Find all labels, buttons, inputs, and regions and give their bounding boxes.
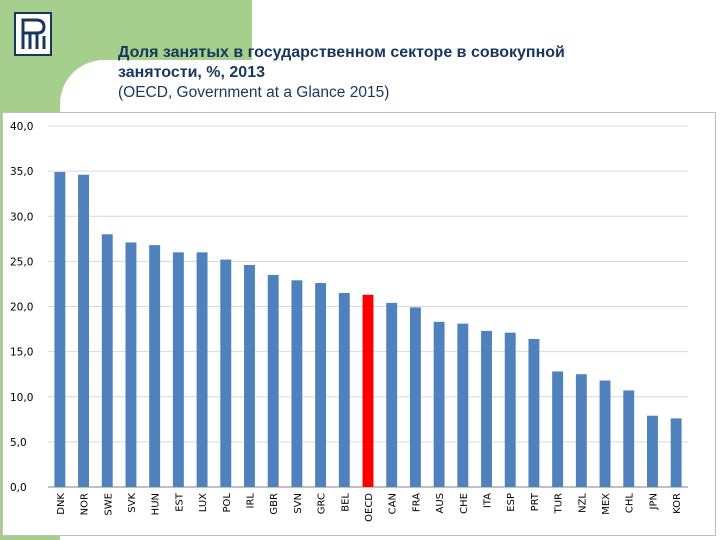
chart-frame [2, 112, 716, 536]
title-source: (OECD, Government at a Glance 2015) [118, 84, 390, 101]
y-tick-label: 20,0 [10, 302, 33, 314]
bar-hun [149, 245, 161, 487]
slide-title: Доля занятых в государственном секторе в… [118, 43, 708, 103]
bar-grc [315, 283, 327, 487]
bar-bel [338, 292, 350, 487]
y-tick-label: 10,0 [10, 392, 33, 404]
x-tick-label: CHE [459, 493, 470, 514]
x-tick-label: DNK [56, 493, 67, 515]
bar-svn [291, 280, 303, 487]
x-tick-label: GRC [317, 493, 328, 514]
x-tick-label: LUX [198, 493, 209, 512]
bars [54, 172, 682, 488]
y-axis-ticks: 0,0 5,0 10,0 15,0 20,0 25,0 30,0 35,0 40,0 [10, 121, 33, 494]
x-tick-label: SVN [293, 493, 304, 514]
bar-can [386, 302, 398, 487]
bar-fra [409, 307, 421, 487]
bar-aus [433, 321, 445, 487]
bar-swe [101, 234, 113, 487]
x-tick-label: NZL [577, 493, 588, 513]
bar-svk [125, 242, 137, 487]
bar-che [457, 323, 469, 487]
y-tick-label: 5,0 [10, 437, 27, 449]
bar-dnk [54, 172, 66, 487]
bar-oecd [362, 294, 374, 487]
x-tick-label: ESP [506, 493, 517, 512]
x-tick-label: TUR [554, 493, 565, 514]
bar-gbr [267, 274, 279, 487]
bar-mex [599, 380, 611, 487]
title-line-2: занятости, %, 2013 [118, 64, 265, 81]
y-tick-label: 25,0 [10, 256, 33, 268]
bar-est [172, 252, 184, 487]
x-tick-label: POL [222, 493, 233, 513]
y-tick-label: 30,0 [10, 211, 33, 223]
bar-ita [481, 330, 492, 487]
y-tick-label: 35,0 [10, 166, 33, 178]
bar-esp [504, 332, 516, 487]
x-tick-label: HUN [151, 493, 162, 515]
x-tick-label: NOR [80, 493, 91, 515]
y-tick-label: 40,0 [10, 121, 33, 133]
x-axis-labels: DNK NOR SWE SVK HUN EST LUX POL IRL GBR SVN GRC BEL O… [56, 492, 683, 522]
bottom-accent-strip [0, 534, 60, 540]
x-tick-label: GBR [269, 493, 280, 515]
x-tick-label: IRL [245, 493, 256, 509]
bar-chl [623, 390, 635, 487]
x-tick-label: CAN [388, 493, 399, 514]
bar-tur [552, 371, 564, 487]
x-tick-label: CHL [625, 493, 636, 514]
x-tick-label: KOR [672, 493, 683, 514]
y-tick-label: 0,0 [10, 482, 27, 494]
x-tick-label: BEL [340, 493, 351, 512]
header-accent-curve [60, 60, 252, 112]
x-tick-label: EST [174, 492, 185, 512]
bar-nzl [575, 374, 587, 487]
hse-logo-icon [14, 12, 52, 56]
x-tick-label: AUS [435, 493, 446, 514]
bar-jpn [646, 415, 658, 487]
x-tick-label: FRA [411, 493, 422, 512]
title-line-1: Доля занятых в государственном секторе в… [118, 44, 565, 61]
x-tick-label: SWE [103, 493, 114, 516]
bar-prt [528, 338, 540, 487]
bar-chart: 0,0 5,0 10,0 15,0 20,0 25,0 30,0 35,0 40,0 DNK NO… [10, 121, 688, 522]
bar-nor [78, 174, 90, 488]
x-tick-label: OECD [364, 493, 375, 522]
bar-kor [670, 418, 682, 487]
x-tick-label: MEX [601, 493, 612, 515]
bar-pol [220, 259, 232, 487]
x-tick-label: PRT [530, 492, 541, 511]
y-tick-label: 15,0 [10, 347, 33, 359]
bar-lux [196, 252, 208, 487]
bar-irl [244, 264, 255, 487]
x-tick-label: JPN [648, 493, 659, 510]
x-tick-label: SVK [127, 493, 138, 513]
x-tick-label: ITA [483, 493, 494, 508]
